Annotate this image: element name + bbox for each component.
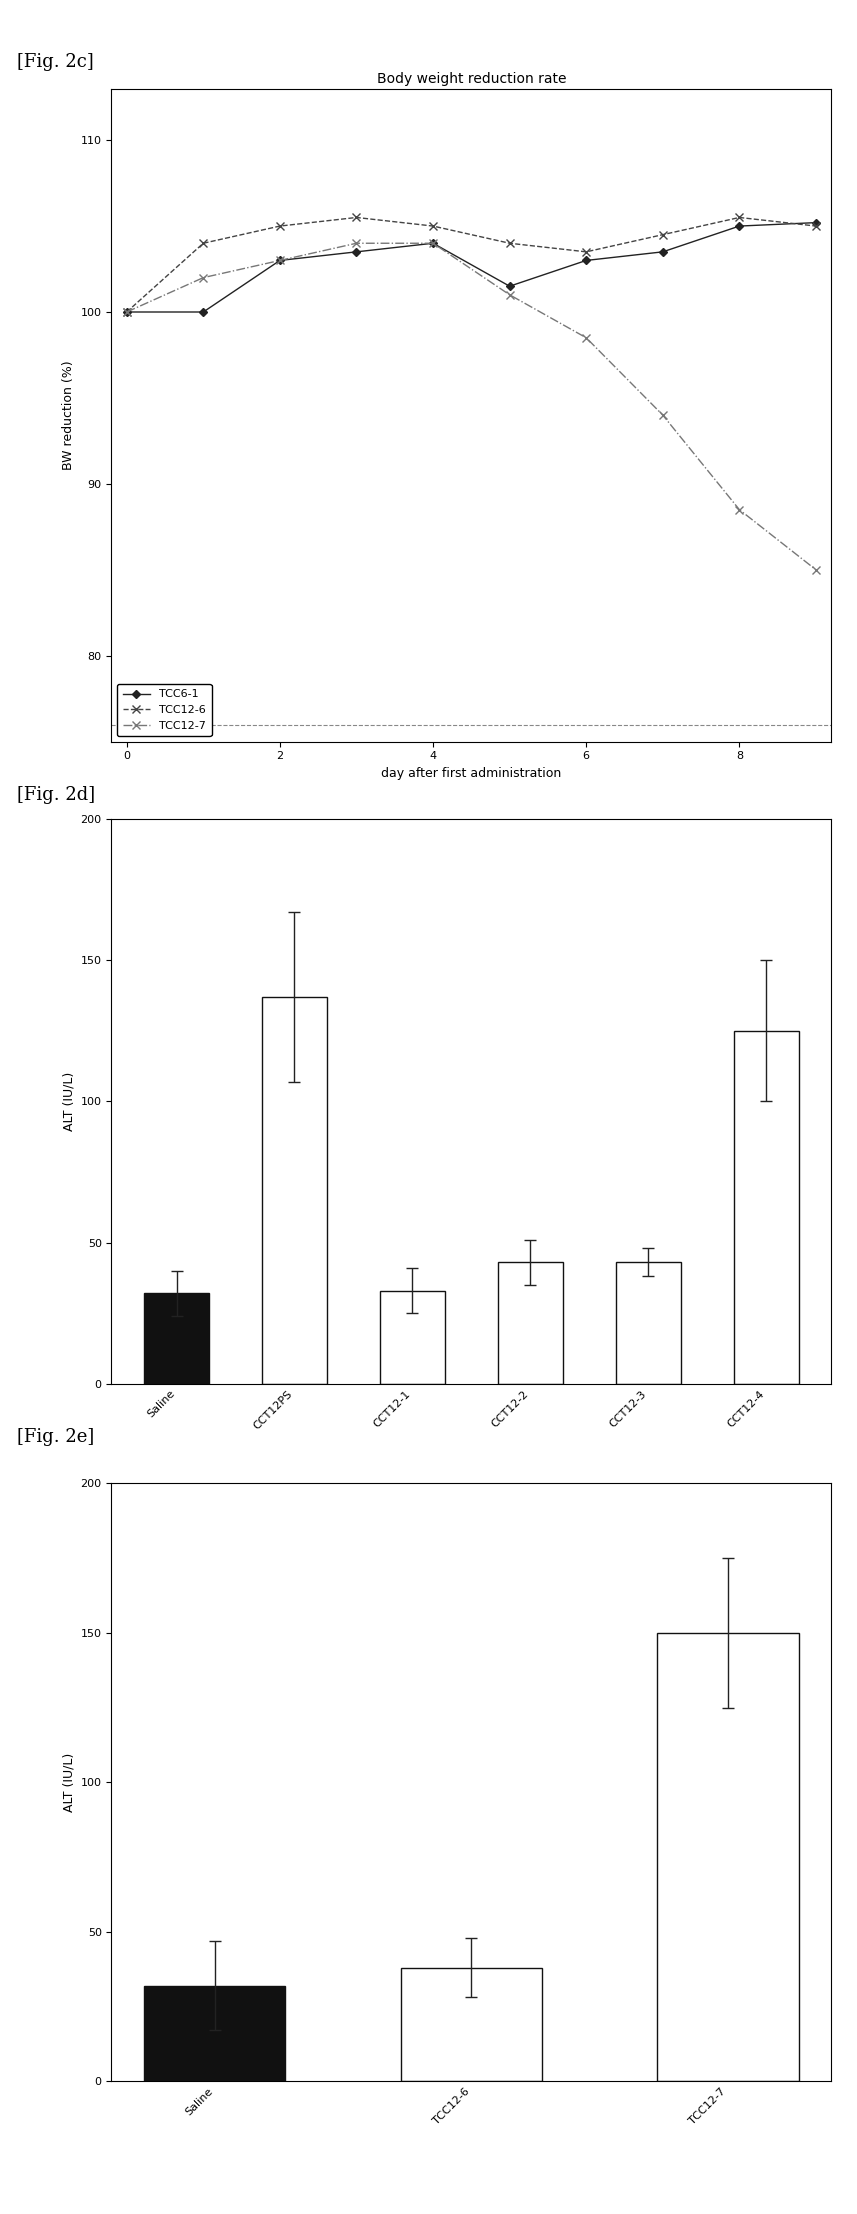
- Bar: [262, 996, 327, 1384]
- X-axis label: day after first administration: day after first administration: [381, 766, 561, 779]
- TCC6-1: [351, 239, 362, 266]
- Text: [Fig. 2e]: [Fig. 2e]: [17, 1428, 94, 1446]
- Y-axis label: BW reduction (%): BW reduction (%): [62, 361, 75, 469]
- TCC6-1: [505, 272, 515, 299]
- Bar: [734, 1032, 799, 1384]
- TCC12-6: [428, 213, 438, 239]
- TCC12-6: [275, 213, 285, 239]
- TCC6-1: [122, 299, 132, 325]
- Legend: TCC6-1, TCC12-6, TCC12-7: TCC6-1, TCC12-6, TCC12-7: [117, 684, 212, 735]
- TCC6-1: [734, 213, 745, 239]
- TCC6-1: [198, 299, 208, 325]
- Bar: [657, 1634, 799, 2081]
- Line: TCC6-1: TCC6-1: [124, 219, 818, 314]
- Bar: [401, 1968, 542, 2081]
- Bar: [380, 1291, 445, 1384]
- TCC12-7: [122, 299, 132, 325]
- Title: Body weight reduction rate: Body weight reduction rate: [376, 73, 566, 86]
- TCC6-1: [428, 230, 438, 257]
- Bar: [144, 1293, 209, 1384]
- Line: TCC12-6: TCC12-6: [123, 213, 820, 317]
- TCC12-6: [811, 213, 821, 239]
- TCC12-7: [811, 556, 821, 582]
- TCC6-1: [811, 210, 821, 237]
- TCC12-7: [581, 325, 591, 352]
- Bar: [498, 1262, 563, 1384]
- TCC12-6: [505, 230, 515, 257]
- TCC12-6: [734, 204, 745, 230]
- Text: [Fig. 2c]: [Fig. 2c]: [17, 53, 94, 71]
- TCC12-6: [581, 239, 591, 266]
- Bar: [616, 1262, 680, 1384]
- Text: [Fig. 2d]: [Fig. 2d]: [17, 786, 95, 804]
- TCC12-6: [657, 221, 668, 248]
- TCC6-1: [275, 248, 285, 275]
- TCC12-7: [657, 401, 668, 427]
- TCC12-7: [275, 248, 285, 275]
- TCC12-7: [428, 230, 438, 257]
- TCC12-7: [734, 496, 745, 523]
- TCC12-6: [122, 299, 132, 325]
- TCC12-7: [351, 230, 362, 257]
- TCC12-7: [505, 281, 515, 308]
- Y-axis label: ALT (IU/L): ALT (IU/L): [62, 1072, 75, 1131]
- Y-axis label: ALT (IU/L): ALT (IU/L): [62, 1753, 75, 1811]
- TCC6-1: [657, 239, 668, 266]
- Line: TCC12-7: TCC12-7: [123, 239, 820, 573]
- TCC12-6: [198, 230, 208, 257]
- TCC12-6: [351, 204, 362, 230]
- Bar: [144, 1986, 285, 2081]
- TCC12-7: [198, 263, 208, 290]
- TCC6-1: [581, 248, 591, 275]
